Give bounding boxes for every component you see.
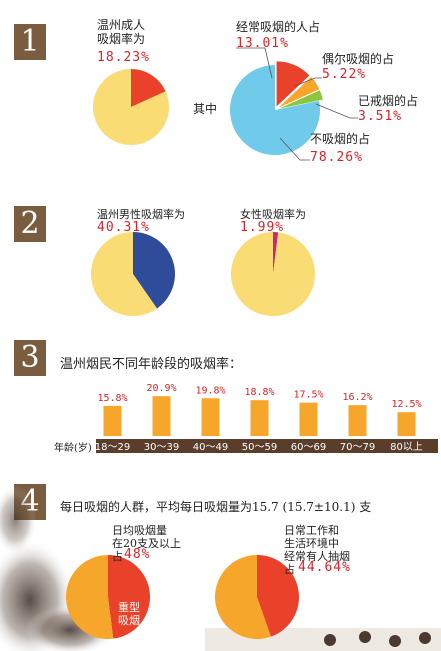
- s4-right-label: 日常工作和 生活环境中 经常有人抽烟 占: [284, 524, 350, 576]
- pie2-leader-regular: [236, 47, 273, 79]
- pie2-slice-never: [230, 65, 321, 155]
- s1-left-value: 18.23%: [97, 50, 150, 65]
- bar-category-label-0: 18～29: [95, 442, 130, 453]
- s4-left-value: 48%: [124, 547, 151, 562]
- bar-category-label-4: 60～69: [291, 442, 326, 453]
- bar-2: [201, 398, 220, 436]
- section-2-badge: 2: [14, 206, 46, 242]
- pie2-leader-quit: [315, 103, 358, 119]
- bar-value-label-6: 12.5%: [391, 399, 421, 410]
- section-3-badge: 3: [14, 340, 46, 376]
- bar-axis-band: [96, 439, 438, 453]
- pie5-slice-heavy: [108, 555, 151, 639]
- pie2-slice-quit: [278, 90, 323, 109]
- bar-category-label-3: 50～59: [242, 442, 277, 453]
- s1-label-occasional: 偶尔吸烟的占: [322, 52, 395, 66]
- s2-female-label: 女性吸烟率为: [240, 208, 306, 221]
- s1-left-label: 温州成人 吸烟率为: [97, 18, 146, 46]
- s1-value-never: 78.26%: [310, 150, 363, 165]
- pie6-slice-other: [215, 555, 271, 639]
- pie1-slice-nonsmokers: [92, 69, 169, 145]
- section-1-badge: 1: [14, 24, 46, 60]
- pie1-slice-smokers: [131, 69, 166, 107]
- s2-female-value: 1.99%: [240, 220, 285, 235]
- s4-left-inner: 重型 吸烟: [118, 601, 140, 627]
- bar-value-label-0: 15.8%: [97, 393, 127, 404]
- pie2-slice-regular: [276, 61, 310, 107]
- bar-category-label-5: 70～79: [340, 442, 375, 453]
- bar-category-label-6: 80以上: [390, 441, 423, 453]
- bar-6: [397, 412, 416, 436]
- bar-value-label-2: 19.8%: [195, 385, 225, 396]
- bar-value-label-4: 17.5%: [293, 390, 323, 401]
- s2-male-value: 40.31%: [97, 220, 150, 235]
- pie2-leader-never: [279, 137, 310, 161]
- s1-label-never: 不吸烟的占: [310, 132, 371, 146]
- s1-value-occasional: 5.22%: [322, 67, 367, 82]
- pie4-slice-female-nonsmokers: [230, 232, 315, 316]
- s1-label-quit: 已戒烟的占: [358, 94, 419, 108]
- s1-value-quit: 3.51%: [358, 109, 403, 124]
- bar-value-label-5: 16.2%: [342, 392, 372, 403]
- bar-category-label-1: 30～39: [144, 442, 179, 453]
- s1-middle-label: 其中: [193, 102, 218, 116]
- bar-3: [250, 400, 269, 436]
- s1-value-regular: 13.01%: [236, 36, 289, 51]
- pie2-leader-occasional: [294, 77, 322, 87]
- s4-left-label: 日均吸烟量 在20支及以上 占: [112, 524, 181, 563]
- pie3-slice-male-smokers: [133, 232, 176, 309]
- pie6-slice-exposure: [257, 555, 300, 637]
- bar-4: [299, 402, 318, 436]
- s4-title: 每日吸烟的人群，平均每日吸烟量为15.7 (15.7±10.1) 支: [60, 500, 372, 514]
- bar-value-label-1: 20.9%: [146, 383, 176, 394]
- s3-title: 温州烟民不同年龄段的吸烟率：: [60, 357, 243, 372]
- bar-0: [103, 405, 122, 436]
- bar-5: [348, 405, 367, 436]
- bar-value-label-3: 18.8%: [244, 387, 274, 398]
- pie3-slice-male-nonsmokers: [91, 232, 158, 316]
- bar-1: [152, 396, 171, 436]
- pie4-slice-female-smokers: [273, 232, 279, 274]
- bar-category-label-2: 40～49: [193, 442, 228, 453]
- pie5-slice-other: [66, 555, 114, 639]
- s4-right-value: 44.64%: [298, 560, 351, 575]
- s3-axis-title: 年龄(岁): [54, 443, 92, 454]
- s2-male-label: 温州男性吸烟率为: [97, 208, 185, 221]
- pie2-slice-occasional: [278, 76, 320, 108]
- s1-label-regular: 经常吸烟的人占: [236, 20, 321, 34]
